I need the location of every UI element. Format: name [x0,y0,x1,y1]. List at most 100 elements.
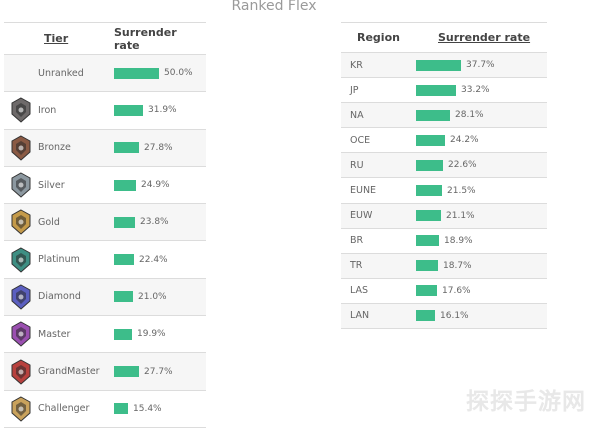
row-label: EUW [350,210,373,222]
rate-value-label: 27.8% [144,142,173,153]
table-row: Silver 24.9% [4,167,206,205]
bar-cell: 21.1% [416,210,475,222]
row-label: RU [350,159,364,171]
bar-cell: 18.7% [416,260,472,272]
row-label: LAS [350,285,369,297]
row-name-cell: EUNE [341,185,416,196]
row-name-cell: GrandMaster [4,358,114,385]
row-name-cell: EUW [341,210,416,221]
row-label: BR [350,235,364,247]
row-label: Master [38,328,71,340]
row-name-cell: LAN [341,310,416,321]
row-name-cell: Silver [4,172,114,198]
row-label: KR [350,59,363,71]
tier-rows: Unranked 50.0% Iron 31.9% Bronze 27.8% Silver 2… [4,55,206,428]
bar-cell: 31.9% [114,104,177,116]
bar-cell: 27.8% [114,142,173,154]
table-row: TR 18.7% [341,253,547,279]
rate-value-label: 21.1% [446,210,475,221]
region-table-header: Region Surrender rate [341,22,547,53]
rate-bar [114,216,135,228]
bar-cell: 21.5% [416,185,476,197]
tier-rate-column-header[interactable]: Surrender rate [113,25,177,52]
rate-value-label: 37.7% [466,60,495,71]
rate-bar [416,109,450,121]
master-emblem-icon [11,321,31,347]
rate-value-label: 22.6% [448,160,477,171]
rate-bar [416,134,445,146]
rate-bar [416,159,443,171]
page-title: Ranked Flex [231,0,317,14]
bar-cell: 16.1% [416,310,469,322]
bar-cell: 23.8% [114,216,169,228]
tier-column-header[interactable]: Tier [44,32,69,45]
rate-value-label: 50.0% [164,68,193,79]
row-name-cell: Unranked [4,60,114,86]
row-name-cell: Platinum [4,247,114,273]
table-row: Iron 31.9% [4,92,206,130]
row-label: TR [350,260,363,272]
table-row: BR 18.9% [341,229,547,254]
tier-table-header: Tier Surrender rate [4,22,206,55]
row-name-cell: RU [341,160,416,171]
bar-cell: 37.7% [416,59,495,71]
rate-bar [114,67,159,79]
bar-cell: 17.6% [416,285,471,297]
rate-value-label: 24.2% [450,135,479,146]
table-row: Gold 23.8% [4,204,206,242]
region-rows: KR 37.7% JP 33.2% NA 28.1% OCE 24.2% RU 22.6% EUNE… [341,53,547,330]
row-label: NA [350,109,364,121]
bronze-emblem-icon [11,135,31,161]
rate-value-label: 33.2% [461,85,490,96]
region-rate-column-header[interactable]: Surrender rate [438,31,531,44]
region-column-header[interactable]: Region [357,31,400,44]
table-row: LAS 17.6% [341,279,547,304]
row-label: Gold [38,216,60,228]
gold-emblem-icon [11,209,31,235]
silver-emblem-icon [11,172,31,198]
row-label: Bronze [38,142,71,154]
row-name-cell: KR [341,60,416,71]
region-surrender-table: Region Surrender rate KR 37.7% JP 33.2% NA 28… [341,22,547,330]
row-label: GrandMaster [38,366,100,378]
diamond-emblem-icon [11,284,31,310]
rate-bar [416,285,437,297]
rate-value-label: 21.5% [447,185,476,196]
grandmaster-emblem-icon [11,358,31,385]
rate-value-label: 16.1% [440,310,469,321]
row-label: Silver [38,179,65,191]
bar-cell: 19.9% [114,328,166,340]
row-name-cell: Gold [4,209,114,235]
table-row: JP 33.2% [341,78,547,104]
table-row: OCE 24.2% [341,128,547,154]
rate-value-label: 19.9% [137,329,166,340]
tier-surrender-table: Tier Surrender rate Unranked 50.0% Iron 31.… [4,22,206,428]
row-name-cell: JP [341,85,416,96]
empty-icon-slot [10,60,32,86]
bar-cell: 22.4% [114,254,168,266]
bar-cell: 50.0% [114,67,193,79]
table-row: RU 22.6% [341,153,547,179]
row-name-cell: Diamond [4,284,114,310]
iron-emblem-icon [11,97,31,124]
rate-value-label: 24.9% [141,180,170,191]
challenger-emblem-icon [11,396,31,422]
rate-bar [416,235,439,247]
rate-value-label: 18.9% [444,235,473,246]
rate-value-label: 27.7% [144,366,173,377]
table-row: Challenger 15.4% [4,391,206,428]
bar-cell: 27.7% [114,366,173,378]
rate-bar [114,366,139,378]
table-row: EUNE 21.5% [341,178,547,204]
bar-cell: 33.2% [416,84,490,96]
table-row: Diamond 21.0% [4,278,206,317]
rate-bar [114,104,143,116]
row-name-cell: BR [341,235,416,246]
row-name-cell: TR [341,260,416,271]
row-name-cell: Iron [4,97,114,124]
table-row: Master 19.9% [4,316,206,354]
rate-value-label: 31.9% [148,105,177,116]
bar-cell: 24.9% [114,179,170,191]
bar-cell: 21.0% [114,291,167,303]
row-name-cell: Master [4,321,114,347]
